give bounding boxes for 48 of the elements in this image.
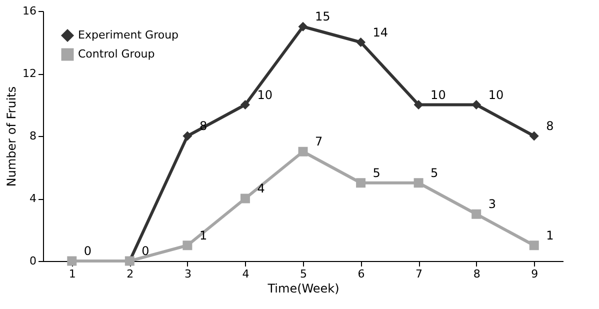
data-label: 5 <box>430 166 438 180</box>
point <box>414 100 424 110</box>
x-tick-label: 1 <box>68 268 76 280</box>
x-tick-label: 8 <box>473 268 480 280</box>
legend-label: Experiment Group <box>78 28 179 42</box>
data-label: 8 <box>546 119 554 133</box>
point <box>414 178 424 188</box>
y-tick-label: 8 <box>30 130 36 142</box>
data-label: 5 <box>372 166 380 180</box>
data-label: 15 <box>315 10 330 24</box>
data-label: 3 <box>488 197 496 212</box>
data-label: 1 <box>199 228 208 242</box>
x-tick-label: 7 <box>416 268 423 280</box>
y-tick-label: 12 <box>22 67 36 80</box>
data-label: 7 <box>315 134 323 149</box>
x-tick-label: 9 <box>531 268 538 280</box>
y-tick-label: 0 <box>30 254 36 268</box>
data-label: 0 <box>142 244 150 258</box>
data-label: 1 <box>546 228 554 242</box>
data-label: 10 <box>257 88 273 102</box>
x-tick-label: 4 <box>242 268 250 280</box>
x-tick-label: 6 <box>358 268 365 280</box>
x-axis-title: Time(Week) <box>266 282 340 296</box>
data-label: 0 <box>84 244 92 258</box>
legend-label: Control Group <box>78 48 155 60</box>
x-tick-label: 5 <box>300 268 307 280</box>
data-label: 10 <box>488 88 504 102</box>
point <box>67 256 77 266</box>
point <box>529 240 539 250</box>
point <box>356 178 366 188</box>
x-tick-label: 2 <box>126 268 134 280</box>
point <box>182 131 192 141</box>
point <box>298 146 308 156</box>
x-tick-label: 3 <box>184 268 192 280</box>
point <box>472 209 482 219</box>
point <box>472 100 482 110</box>
data-label: 10 <box>430 88 446 102</box>
point <box>240 100 250 110</box>
data-label: 4 <box>257 182 265 196</box>
y-tick-label: 4 <box>30 192 36 205</box>
point <box>298 22 308 32</box>
point <box>182 240 192 250</box>
y-tick-label: 16 <box>22 4 36 18</box>
point <box>356 38 366 47</box>
data-label: 14 <box>372 25 388 40</box>
point <box>240 194 250 204</box>
point <box>529 131 539 141</box>
y-axis-title: Number of Fruits <box>4 86 19 187</box>
